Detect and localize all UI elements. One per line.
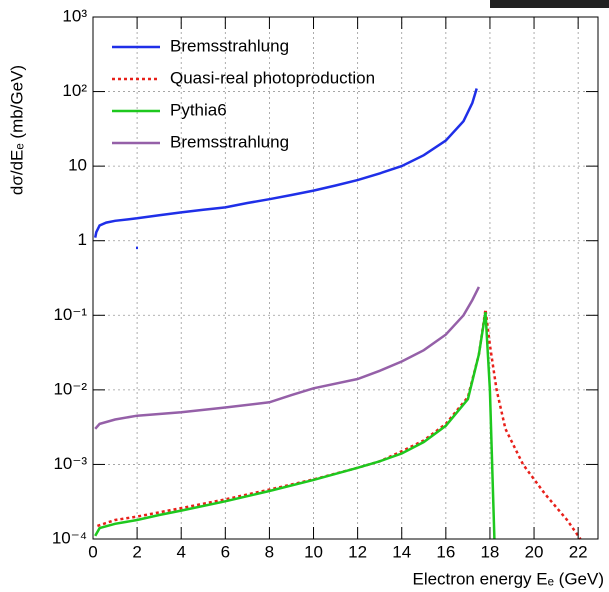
legend-label: Quasi-real photoproduction xyxy=(170,68,375,87)
series-line xyxy=(94,312,496,540)
series-line xyxy=(97,309,582,540)
legend-label: Bremsstrahlung xyxy=(170,132,289,151)
x-tick-label: 8 xyxy=(265,542,274,561)
series-line xyxy=(93,88,478,250)
y-tick-label: 1 xyxy=(78,230,87,249)
y-tick-label: 10⁻¹ xyxy=(53,305,87,324)
x-tick-label: 10 xyxy=(304,542,323,561)
x-axis-label: Electron energy Eₑ (GeV) xyxy=(412,569,604,588)
x-tick-label: 2 xyxy=(132,542,141,561)
x-tick-label: 18 xyxy=(480,542,499,561)
y-tick-label: 10 xyxy=(68,156,87,175)
cropped-image-edge xyxy=(490,0,609,8)
y-tick-label: 10⁻³ xyxy=(53,454,87,473)
legend-label: Pythia6 xyxy=(170,100,227,119)
y-tick-label: 10³ xyxy=(62,6,87,25)
x-tick-label: 14 xyxy=(392,542,411,561)
x-tick-label: 4 xyxy=(176,542,185,561)
x-tick-label: 0 xyxy=(88,542,97,561)
x-tick-label: 20 xyxy=(525,542,544,561)
legend-label: Bremsstrahlung xyxy=(170,36,289,55)
y-tick-label: 10⁻⁴ xyxy=(52,528,87,547)
frame xyxy=(92,16,599,540)
x-tick-label: 6 xyxy=(221,542,230,561)
x-tick-label: 16 xyxy=(436,542,455,561)
x-tick-label: 22 xyxy=(569,542,588,561)
series-line xyxy=(94,286,481,430)
y-tick-label: 10⁻² xyxy=(53,379,87,398)
x-tick-label: 12 xyxy=(348,542,367,561)
y-axis-label: dσ/dEₑ (mb/GeV) xyxy=(7,65,26,195)
plot-area xyxy=(92,16,598,540)
y-tick-label: 10² xyxy=(62,81,87,100)
